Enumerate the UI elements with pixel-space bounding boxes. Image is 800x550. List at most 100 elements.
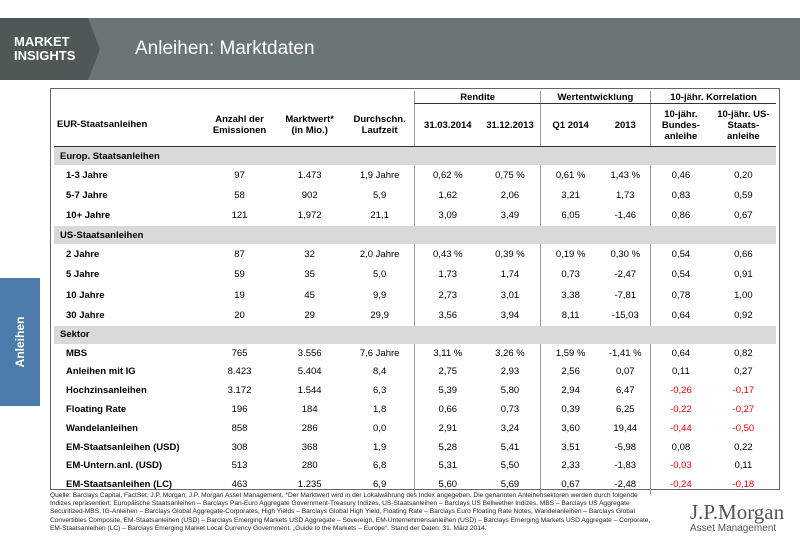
- cell: 5,9: [373, 190, 387, 202]
- row-label: Wandelanleihen: [66, 422, 138, 434]
- logo-text: MARKET: [14, 34, 70, 49]
- brand-sub: Asset Management: [690, 523, 777, 534]
- cell: -0,50: [732, 422, 755, 434]
- row-label: 10 Jahre: [66, 289, 105, 301]
- cell: 1,00: [734, 289, 753, 301]
- row-label: Hochzinsanleihen: [66, 385, 147, 397]
- cell: 902: [301, 190, 318, 202]
- column-header: Durchschn. Laufzeit: [344, 103, 415, 147]
- cell: 368: [301, 441, 318, 453]
- cell: 1.235: [297, 479, 322, 491]
- column-header: Anzahl der Emissionen: [204, 103, 275, 147]
- data-row: Wandelanleihen 858 286 0,0 2,91 3,24 3,60 19,44…: [54, 418, 776, 438]
- cell: 6,47: [616, 385, 635, 397]
- data-row: 5 Jahre 59 35 5,0 1,73 1,74 0,73 -2,47 0,54 0,91: [54, 264, 776, 285]
- cell: 6,25: [616, 404, 635, 416]
- row-label: 5 Jahre: [66, 269, 100, 281]
- cell: 3,01: [500, 289, 520, 301]
- brand-name: J.P.Morgan: [690, 500, 785, 524]
- section-title: Sektor: [54, 325, 776, 344]
- cell: 196: [231, 404, 248, 416]
- column-header: 10-jähr. US- Staats- anleihe: [710, 103, 776, 147]
- data-row: 1-3 Jahre 97 1.473 1,9 Jahre 0,62 % 0,75 % 0,6…: [54, 165, 776, 186]
- cell: 121: [231, 210, 248, 222]
- cell: 0,39 %: [495, 248, 525, 260]
- row-label: Anleihen mit IG: [66, 366, 136, 378]
- cell: 0,83: [650, 185, 711, 206]
- group-header-row: Rendite Wertentwicklung 10-jähr. Korrelati…: [54, 91, 776, 104]
- cell: 1,9 Jahre: [359, 169, 400, 181]
- cell: 5,50: [500, 460, 520, 472]
- data-row: Anleihen mit IG 8.423 5.404 8,4 2,75 2,93 2,56…: [54, 362, 776, 382]
- cell: 0,54: [650, 264, 711, 285]
- cell: 463: [231, 479, 248, 491]
- cell: 0,67: [734, 210, 753, 222]
- cell: 0,19 %: [539, 244, 601, 265]
- cell: 8,11: [539, 305, 601, 326]
- empty-header: [54, 91, 204, 104]
- cell: 0,75 %: [495, 169, 525, 181]
- cell: 0,92: [734, 310, 753, 322]
- cell: 0,30 %: [610, 248, 641, 260]
- data-row: Hochzinsanleihen 3.172 1.544 6,3 5,39 5,80 2,9…: [54, 381, 776, 401]
- cell: -0,44: [650, 418, 711, 438]
- cell: 0,11: [650, 362, 711, 382]
- cell: 19,44: [613, 422, 638, 434]
- row-label: 30 Jahre: [66, 310, 105, 322]
- cell: 513: [231, 460, 248, 472]
- cell: 0,66: [414, 400, 481, 419]
- cell: 3,56: [414, 305, 481, 326]
- cell: 5,69: [500, 479, 520, 491]
- cell: 0,27: [734, 366, 753, 378]
- cell: 0,39: [539, 400, 601, 419]
- side-tab-label: Anleihen: [13, 316, 27, 368]
- footnote: Quelle: Barclays Capital, FactSet, J.P. …: [50, 492, 651, 532]
- cell: 32: [304, 248, 315, 260]
- cell: 2,93: [500, 366, 520, 378]
- cell: 1,73: [616, 190, 635, 202]
- header-bar: [0, 18, 800, 80]
- cell: 0,46: [650, 165, 711, 186]
- cell: 45: [304, 289, 315, 301]
- row-label: Floating Rate: [66, 404, 127, 416]
- cell: 87: [234, 248, 245, 260]
- cell: 2,94: [539, 381, 601, 401]
- cell: 2,56: [539, 362, 601, 382]
- empty-header: [345, 91, 415, 104]
- cell: 858: [231, 422, 248, 434]
- cell: 3,26 %: [495, 347, 525, 359]
- cell: 59: [234, 269, 245, 281]
- data-row: EM-Untern.anl. (USD) 513 280 6,8 5,31 5,50 2,3…: [54, 456, 776, 476]
- row-label: EM-Staatsanleihen (USD): [66, 441, 180, 453]
- group-header: Rendite: [414, 91, 541, 104]
- cell: 3.556: [297, 347, 322, 359]
- cell: 280: [301, 460, 318, 472]
- cell: -1,41 %: [608, 347, 642, 359]
- cell: 0,61 %: [539, 165, 601, 186]
- cell: 0,82: [734, 347, 753, 359]
- cell: 6,8: [373, 460, 387, 472]
- data-row: EM-Staatsanleihen (USD) 308 368 1,9 5,28 5,41…: [54, 437, 776, 457]
- cell: 2,06: [500, 190, 520, 202]
- cell: 5,41: [500, 441, 520, 453]
- cell: 3.172: [227, 385, 252, 397]
- column-header-row: EUR-Staatsanleihen Anzahl der Emissionen M…: [54, 103, 776, 147]
- cell: -0,17: [732, 385, 755, 397]
- cell: 286: [301, 422, 318, 434]
- cell: 308: [231, 441, 248, 453]
- cell: 3,60: [539, 418, 601, 438]
- cell: -0,27: [732, 404, 755, 416]
- data-row: 10+ Jahre 121 1,972 21,1 3,09 3,49 6,05 -1,46 0,…: [54, 205, 776, 227]
- cell: 5,39: [414, 381, 481, 401]
- cell: 0,78: [650, 284, 711, 306]
- side-tab[interactable]: Anleihen: [0, 278, 40, 406]
- section-title: US-Staatsanleihen: [54, 226, 776, 245]
- cell: -1,83: [614, 460, 637, 472]
- group-header: 10-jähr. Korrelation: [650, 91, 776, 104]
- cell: 0,54: [650, 244, 711, 265]
- cell: 6,9: [373, 479, 387, 491]
- cell: 0,73: [500, 404, 520, 416]
- cell: 2,91: [414, 418, 481, 438]
- logo: MARKET INSIGHTS: [0, 18, 100, 80]
